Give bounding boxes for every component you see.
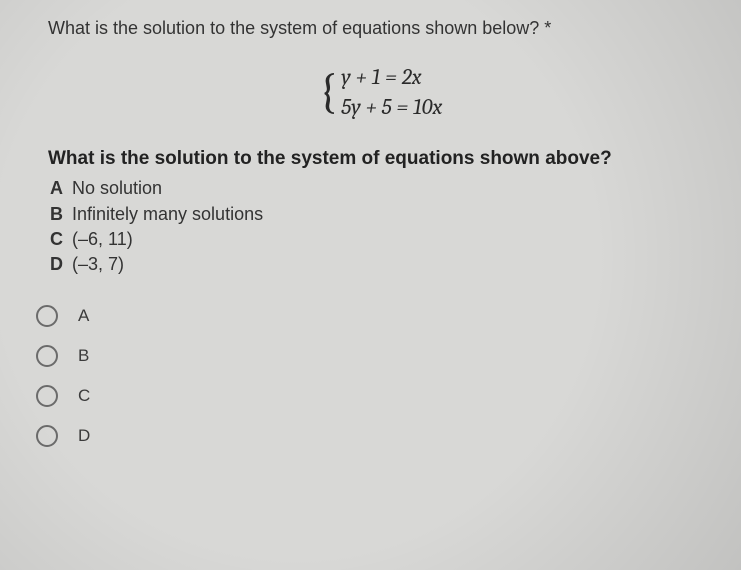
option-label: A	[78, 306, 89, 326]
option-c[interactable]: C	[36, 385, 713, 407]
option-a[interactable]: A	[36, 305, 713, 327]
answer-a: ANo solution	[50, 176, 713, 201]
answer-list: ANo solution BInfinitely many solutions …	[50, 176, 713, 277]
radio-icon[interactable]	[36, 425, 58, 447]
answer-text: (–3, 7)	[72, 254, 124, 274]
option-d[interactable]: D	[36, 425, 713, 447]
option-label: C	[78, 386, 90, 406]
radio-icon[interactable]	[36, 305, 58, 327]
answer-d: D(–3, 7)	[50, 252, 713, 277]
option-label: D	[78, 426, 90, 446]
answer-text: Infinitely many solutions	[72, 204, 263, 224]
question-title: What is the solution to the system of eq…	[48, 18, 713, 39]
answer-text: (–6, 11)	[72, 229, 133, 249]
answer-c: C(–6, 11)	[50, 227, 713, 252]
brace-icon: {	[319, 73, 338, 111]
radio-icon[interactable]	[36, 345, 58, 367]
answer-letter: A	[50, 176, 72, 201]
equation-line-2: 5y + 5 = 10x	[341, 93, 442, 123]
sub-question: What is the solution to the system of eq…	[48, 148, 713, 170]
radio-icon[interactable]	[36, 385, 58, 407]
answer-letter: B	[50, 202, 72, 227]
answer-letter: D	[50, 252, 72, 277]
answer-letter: C	[50, 227, 72, 252]
equation-system: { y + 1 = 2x 5y + 5 = 10x	[48, 63, 713, 122]
option-b[interactable]: B	[36, 345, 713, 367]
option-label: B	[78, 346, 89, 366]
answer-text: No solution	[72, 178, 162, 198]
radio-options: A B C D	[36, 305, 713, 447]
equation-line-1: y + 1 = 2x	[341, 63, 421, 93]
answer-b: BInfinitely many solutions	[50, 202, 713, 227]
